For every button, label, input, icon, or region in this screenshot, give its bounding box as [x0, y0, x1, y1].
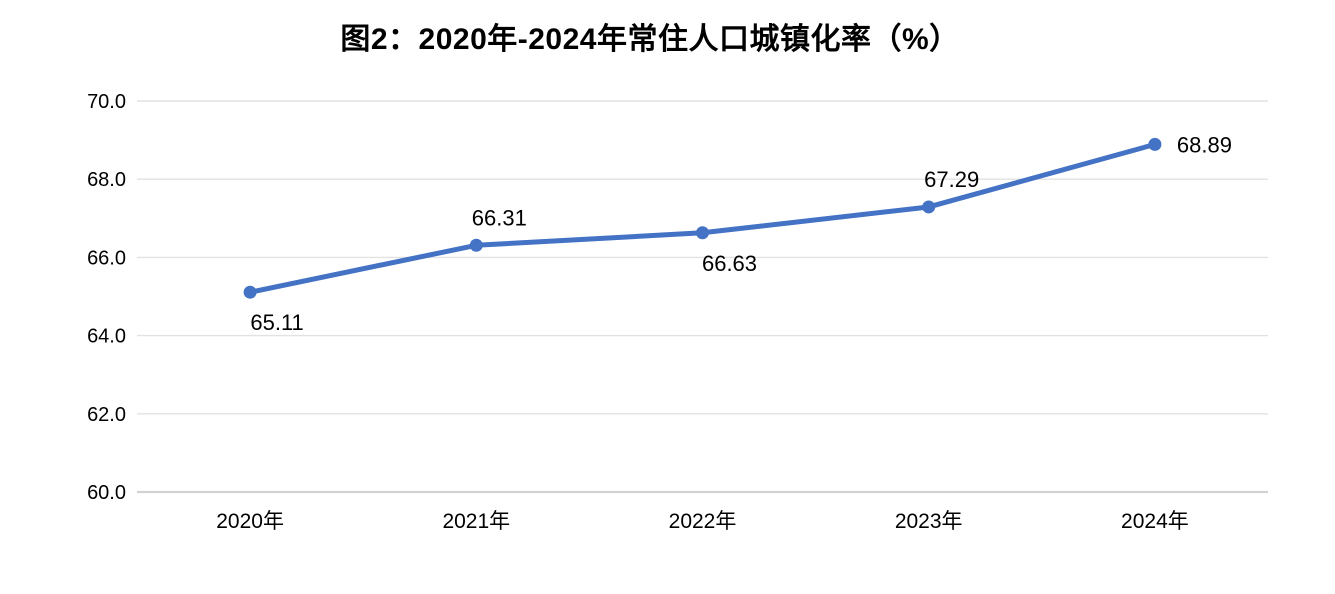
data-point-marker	[696, 226, 709, 240]
x-axis-tick-label: 2020年	[216, 510, 284, 533]
data-point-marker	[243, 285, 257, 299]
chart-title: 图2：2020年-2024年常住人口城镇化率（%）	[340, 23, 960, 56]
data-point-marker	[1148, 137, 1162, 151]
y-axis-tick-label: 60.0	[87, 482, 126, 504]
data-point-label: 66.31	[472, 205, 527, 230]
x-axis-tick-label: 2024年	[1121, 510, 1189, 533]
x-axis-tick-label: 2021年	[442, 510, 510, 533]
y-axis-tick-label: 70.0	[87, 91, 126, 113]
data-point-label: 66.63	[702, 251, 757, 276]
data-point-label: 67.29	[924, 167, 979, 192]
data-point-marker	[469, 238, 483, 252]
y-axis-tick-label: 64.0	[87, 326, 126, 348]
data-point-label: 65.11	[250, 310, 303, 335]
data-point-marker	[922, 200, 936, 214]
y-axis-tick-label: 68.0	[87, 169, 126, 191]
x-axis-tick-label: 2023年	[895, 510, 963, 533]
x-axis-tick-label: 2022年	[669, 510, 737, 533]
data-point-label: 68.89	[1177, 132, 1232, 157]
y-axis-tick-label: 66.0	[87, 247, 126, 269]
y-axis-tick-label: 62.0	[87, 404, 126, 426]
